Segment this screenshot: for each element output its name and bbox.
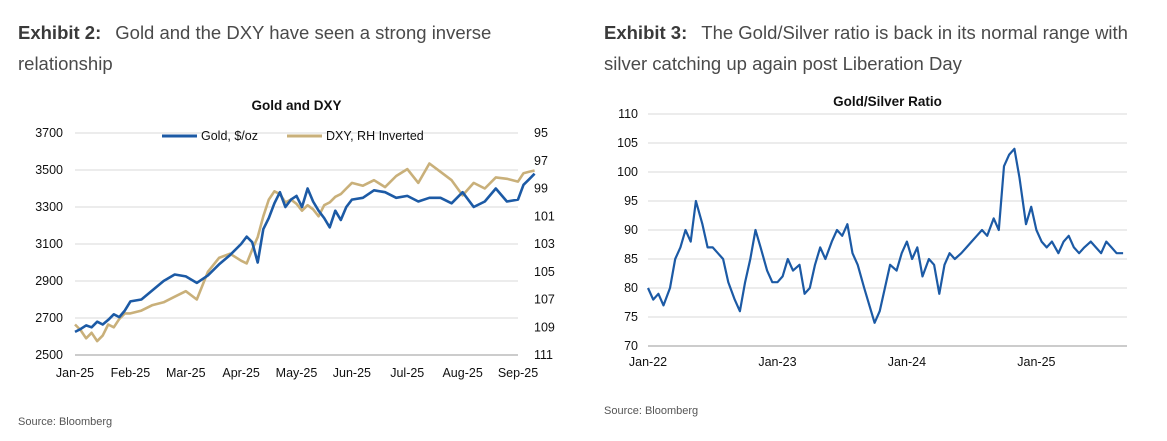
y-right-tick-label: 99 [534, 182, 548, 196]
series-gold-line [74, 172, 536, 334]
x-tick-label: Jan-25 [56, 366, 94, 380]
y-right-tick-label: 95 [534, 126, 548, 140]
y-left-tick-label: 2900 [35, 274, 63, 288]
y-right-tick-label: 103 [534, 237, 555, 251]
y-left-tick-label: 2700 [35, 311, 63, 325]
chart-title: Gold/Silver Ratio [833, 94, 942, 109]
x-tick-label: Jun-25 [333, 366, 371, 380]
y-tick-label: 85 [624, 252, 638, 266]
legend-gold-label: Gold, $/oz [201, 129, 258, 143]
exhibit-2-label: Exhibit 2: [18, 22, 102, 43]
x-tick-label: May-25 [276, 366, 318, 380]
series-ratio-line [646, 147, 1124, 324]
x-tick-label: Jan-24 [888, 355, 926, 369]
x-tick-label: Jan-23 [758, 355, 796, 369]
exhibit-3-label: Exhibit 3: [604, 22, 688, 43]
y-tick-label: 90 [624, 223, 638, 237]
y-left-tick-label: 2500 [35, 348, 63, 362]
exhibit-2-panel: Exhibit 2: Gold and the DXY have seen a s… [0, 0, 560, 441]
exhibit-2-text: Gold and the DXY have seen a strong inve… [18, 22, 492, 74]
y-tick-label: 100 [617, 165, 638, 179]
x-tick-label: Jan-22 [629, 355, 667, 369]
y-left-tick-label: 3500 [35, 163, 63, 177]
y-tick-label: 110 [618, 107, 638, 121]
y-left-tick-label: 3300 [35, 200, 63, 214]
x-tick-label: Apr-25 [222, 366, 260, 380]
x-tick-label: Feb-25 [111, 366, 151, 380]
gold-silver-ratio-chart: Gold/Silver Ratio 70 75 80 85 90 95 100 105 110 Ja… [617, 94, 1127, 369]
x-tick-label: Jul-25 [390, 366, 424, 380]
y-right-tick-label: 111 [534, 348, 553, 362]
y-tick-label: 80 [624, 281, 638, 295]
y-right-tick-label: 105 [534, 265, 555, 279]
x-tick-label: Sep-25 [498, 366, 538, 380]
y-tick-label: 75 [624, 310, 638, 324]
gold-dxy-chart: Gold and DXY 2500 2700 2900 3100 3300 3500 3700… [35, 98, 555, 380]
chart-title: Gold and DXY [251, 98, 341, 113]
exhibit-3-panel: Exhibit 3: The Gold/Silver ratio is back … [590, 0, 1167, 441]
y-right-tick-label: 101 [534, 209, 555, 223]
x-tick-label: Mar-25 [166, 366, 206, 380]
exhibit-3-text: The Gold/Silver ratio is back in its nor… [604, 22, 1128, 74]
y-right-tick-label: 109 [534, 320, 555, 334]
exhibit-2-source: Source: Bloomberg [18, 416, 113, 428]
y-tick-label: 70 [624, 339, 638, 353]
y-left-tick-label: 3100 [35, 237, 63, 251]
exhibit-3-source: Source: Bloomberg [604, 405, 699, 417]
legend-dxy-label: DXY, RH Inverted [326, 129, 424, 143]
y-left-tick-label: 3700 [35, 126, 63, 140]
x-tick-label: Aug-25 [442, 366, 482, 380]
series-dxy-line [74, 162, 535, 343]
exhibit-3-heading: Exhibit 3: The Gold/Silver ratio is back … [604, 17, 1164, 79]
y-right-tick-label: 97 [534, 154, 548, 168]
y-right-tick-label: 107 [534, 293, 555, 307]
y-tick-label: 95 [624, 194, 638, 208]
y-tick-label: 105 [617, 136, 638, 150]
exhibit-2-heading: Exhibit 2: Gold and the DXY have seen a s… [18, 17, 538, 79]
x-tick-label: Jan-25 [1017, 355, 1055, 369]
